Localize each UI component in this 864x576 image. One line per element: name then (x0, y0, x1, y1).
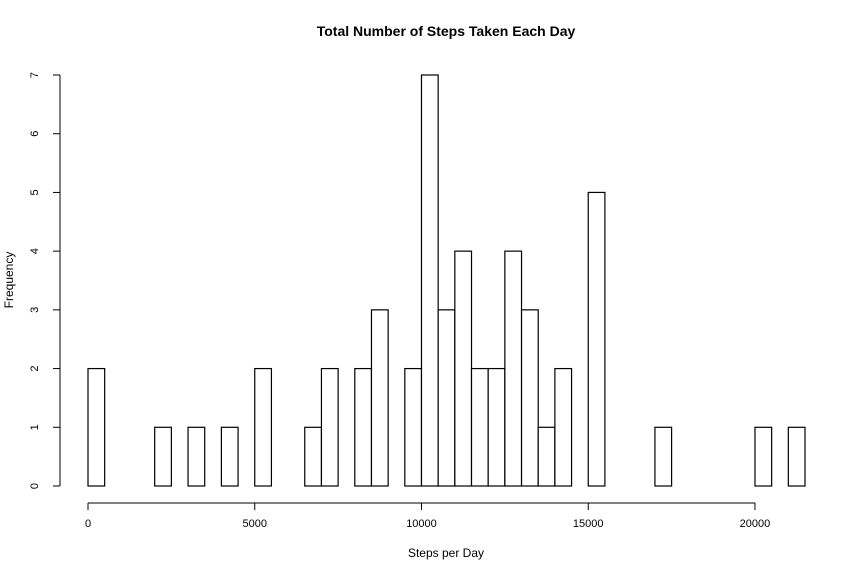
histogram-bar (320, 367, 339, 487)
histogram-bar (504, 250, 523, 487)
histogram-bar (437, 309, 456, 487)
histogram-bar (404, 367, 423, 487)
x-axis-label: Steps per Day (408, 546, 484, 560)
histogram-bar (754, 426, 773, 487)
x-tick-label: 10000 (406, 518, 437, 530)
x-axis: 0 5000 10000 15000 20000 (85, 502, 771, 530)
histogram-bar (420, 74, 439, 487)
histogram-bar (354, 367, 373, 487)
y-tick-label: 2 (29, 366, 41, 372)
histogram-bar (587, 191, 606, 487)
y-tick-label: 4 (29, 248, 41, 254)
histogram-bar (304, 426, 323, 487)
histogram-bar (154, 426, 172, 487)
x-tick-label: 0 (85, 518, 91, 530)
y-tick-label: 0 (29, 483, 41, 489)
histogram-bar (220, 426, 239, 487)
x-tick-label: 15000 (573, 518, 604, 530)
x-tick-label: 20000 (740, 518, 771, 530)
histogram-bar (187, 426, 206, 487)
histogram-bars (87, 74, 806, 487)
histogram-bar (654, 426, 673, 487)
histogram-bar (787, 426, 806, 487)
x-tick-label: 5000 (243, 518, 267, 530)
y-tick-label: 7 (29, 72, 41, 78)
y-tick-label: 1 (29, 424, 41, 430)
histogram-bar (554, 367, 573, 487)
y-tick-label: 3 (29, 307, 41, 313)
histogram-bar (454, 250, 473, 487)
chart-title: Total Number of Steps Taken Each Day (317, 23, 576, 39)
histogram-bar (537, 426, 556, 487)
y-axis-label: Frequency (2, 252, 16, 309)
histogram-bar (87, 367, 106, 487)
histogram-bar (370, 309, 389, 487)
y-tick-label: 6 (29, 131, 41, 137)
histogram-bar (520, 309, 539, 487)
histogram-bar (254, 367, 273, 487)
histogram-bar (487, 367, 506, 487)
histogram-bar (470, 367, 489, 487)
y-axis: 0 1 2 3 4 5 6 7 (29, 72, 61, 489)
y-tick-label: 5 (29, 189, 41, 195)
